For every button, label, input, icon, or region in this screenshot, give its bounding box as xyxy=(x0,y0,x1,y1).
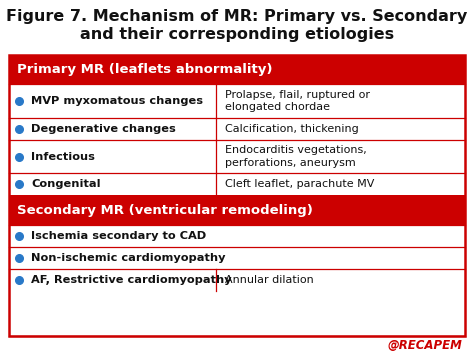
Text: MVP myxomatous changes: MVP myxomatous changes xyxy=(31,96,203,106)
Text: Non-ischemic cardiomyopathy: Non-ischemic cardiomyopathy xyxy=(31,253,226,263)
Text: Prolapse, flail, ruptured or
elongated chordae: Prolapse, flail, ruptured or elongated c… xyxy=(225,90,370,112)
Bar xyxy=(9,55,465,84)
Text: @RECAPEM: @RECAPEM xyxy=(387,339,462,352)
Bar xyxy=(9,195,465,225)
Text: Calcification, thickening: Calcification, thickening xyxy=(225,124,359,134)
Text: Degenerative changes: Degenerative changes xyxy=(31,124,176,134)
Text: Cleft leaflet, parachute MV: Cleft leaflet, parachute MV xyxy=(225,179,374,189)
Text: Congenital: Congenital xyxy=(31,179,101,189)
Text: Primary MR (leaflets abnormality): Primary MR (leaflets abnormality) xyxy=(17,63,273,76)
Bar xyxy=(9,55,465,336)
Text: AF, Restrictive cardiomyopathy: AF, Restrictive cardiomyopathy xyxy=(31,275,232,285)
Text: Annular dilation: Annular dilation xyxy=(225,275,314,285)
Text: Secondary MR (ventricular remodeling): Secondary MR (ventricular remodeling) xyxy=(17,204,313,216)
Text: Endocarditis vegetations,
perforations, aneurysm: Endocarditis vegetations, perforations, … xyxy=(225,146,367,168)
Text: Infectious: Infectious xyxy=(31,152,95,162)
Text: Ischemia secondary to CAD: Ischemia secondary to CAD xyxy=(31,231,207,241)
Text: Figure 7. Mechanism of MR: Primary vs. Secondary
and their corresponding etiolog: Figure 7. Mechanism of MR: Primary vs. S… xyxy=(6,9,468,42)
